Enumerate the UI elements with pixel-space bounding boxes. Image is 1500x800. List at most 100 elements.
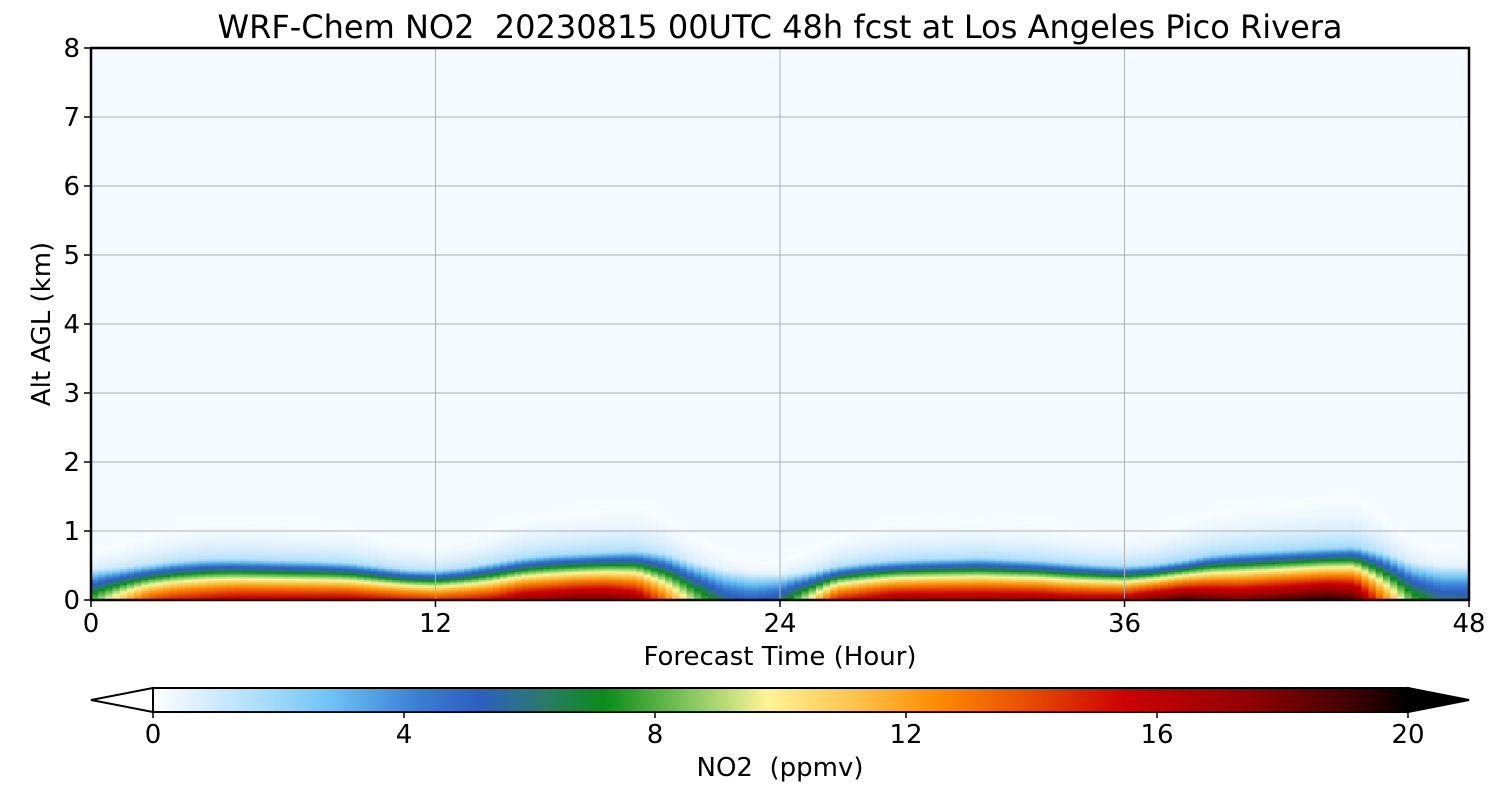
field-cell [277,541,286,544]
field-cell [837,571,846,574]
field-cell [629,514,638,518]
field-cell [406,544,415,547]
field-cell [256,558,264,562]
field-cell [378,571,386,574]
field-cell [557,544,566,547]
field-cell [385,574,394,577]
field-cell [507,533,516,536]
field-cell [880,574,889,577]
field-cell [98,587,106,590]
field-cell [751,558,760,562]
field-cell [270,549,279,552]
field-cell [571,551,580,554]
field-cell [234,541,243,544]
field-cell [392,543,401,546]
field-cell [894,563,903,566]
field-cell [435,582,444,585]
field-cell [169,547,178,551]
field-cell [478,546,487,549]
field-cell [657,533,666,536]
field-cell [306,525,315,529]
field-cell [306,563,315,566]
field-cell [794,566,803,570]
field-cell [600,525,609,529]
field-cell [622,546,630,549]
field-cell [866,557,874,560]
field-cell [794,582,803,585]
field-cell [263,582,272,585]
field-cell [335,576,343,579]
field-cell [564,590,573,593]
field-cell [815,582,824,585]
field-cell [471,533,480,536]
field-cell [478,584,487,587]
field-cell [729,577,738,581]
field-cell [227,590,236,593]
field-cell [98,570,106,573]
field-cell [887,543,896,546]
field-cell [413,544,422,547]
field-cell [91,596,99,600]
field-cell [370,555,379,559]
field-cell [521,547,530,551]
field-cell [227,546,236,549]
field-cell [701,596,709,600]
field-cell [492,557,501,560]
field-cell [270,593,279,596]
field-cell [234,536,243,540]
field-cell [406,565,415,568]
field-cell [169,581,178,584]
field-cell [421,590,429,593]
field-cell [500,579,508,582]
field-cell [808,582,817,585]
field-cell [636,516,645,519]
field-cell [837,549,846,552]
field-cell [385,593,394,596]
field-cell [299,535,307,538]
field-cell [643,557,652,560]
field-cell [715,576,724,579]
field-cell [442,596,451,600]
field-cell [385,544,394,547]
field-cell [729,576,738,579]
field-cell [299,581,307,584]
field-cell [492,590,501,593]
field-cell [808,574,817,577]
field-cell [765,585,774,588]
field-cell [715,596,724,600]
field-cell [213,536,221,540]
field-cell [514,519,523,522]
field-cell [220,590,228,593]
field-cell [413,590,422,593]
field-cell [413,552,422,555]
field-cell [105,574,114,577]
field-cell [514,596,523,600]
field-cell [665,540,673,543]
field-cell [299,560,307,563]
field-cell [263,571,272,574]
field-cell [543,557,551,560]
field-cell [636,529,645,532]
field-cell [858,543,867,546]
field-cell [112,565,121,568]
field-cell [772,566,781,570]
field-cell [600,516,609,519]
field-cell [564,570,573,573]
field-cell [313,574,322,577]
field-cell [428,552,437,555]
field-cell [349,566,358,570]
field-cell [543,532,551,535]
field-cell [887,549,896,552]
field-cell [550,566,559,570]
field-cell [155,582,164,585]
field-cell [823,552,831,555]
field-cell [851,557,860,560]
field-cell [413,555,422,559]
field-cell [378,590,386,593]
field-cell [736,565,745,568]
field-cell [191,532,200,535]
field-cell [543,530,551,533]
field-cell [636,563,645,566]
field-cell [729,563,738,566]
field-cell [263,540,272,543]
